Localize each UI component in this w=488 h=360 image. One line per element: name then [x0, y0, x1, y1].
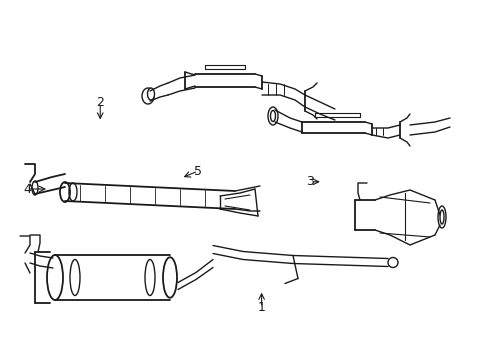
Text: 1: 1 — [257, 301, 265, 314]
Text: 4: 4 — [23, 183, 31, 195]
Text: 5: 5 — [194, 165, 202, 177]
Text: 3: 3 — [306, 175, 314, 188]
Text: 2: 2 — [96, 96, 104, 109]
Ellipse shape — [439, 210, 443, 224]
Ellipse shape — [270, 111, 275, 122]
Ellipse shape — [147, 88, 154, 100]
